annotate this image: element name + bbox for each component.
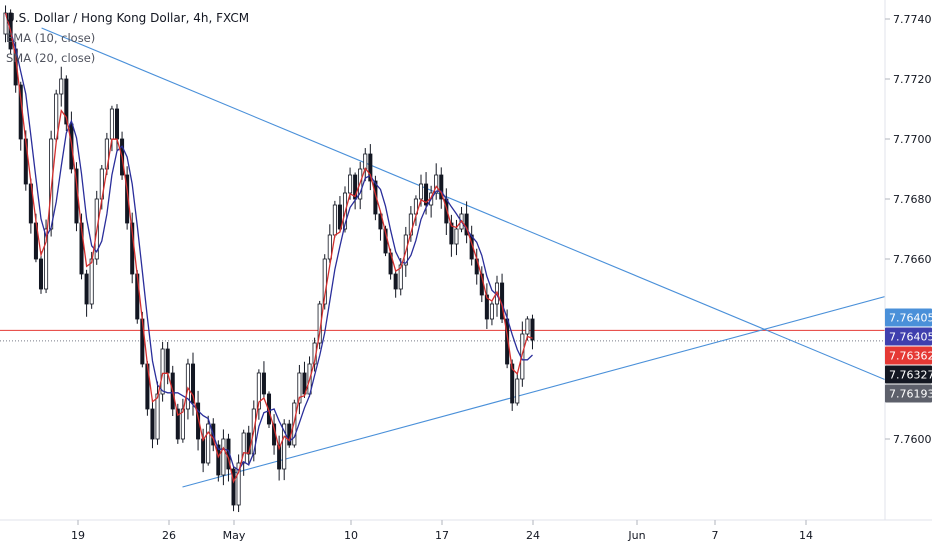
candle-body xyxy=(231,468,236,506)
candle-body xyxy=(277,444,282,470)
indicator-ema-label[interactable]: EMA (10, close) xyxy=(6,31,95,45)
candle-body xyxy=(398,264,403,290)
candle-body xyxy=(221,438,226,476)
candle-body xyxy=(216,444,221,476)
price-tag-label: 7.76405 xyxy=(889,312,932,325)
candle-body xyxy=(484,294,489,320)
horizontal-lines xyxy=(0,329,885,342)
candle-body xyxy=(236,462,241,506)
time-tick-label: 17 xyxy=(435,529,449,542)
price-axis-labels: 7.77400 7.77200 7.77000 7.76800 7.76600 7.760… xyxy=(885,13,932,446)
price-tag-bg xyxy=(885,308,932,327)
trendlines[interactable] xyxy=(41,27,892,488)
moving-averages xyxy=(4,12,533,484)
ascending-trendline[interactable] xyxy=(182,294,891,488)
candle-body xyxy=(434,174,439,194)
candle-body xyxy=(256,372,261,410)
time-axis[interactable] xyxy=(0,520,932,550)
candle-body xyxy=(525,318,530,335)
candle-body xyxy=(201,438,206,464)
candle-body xyxy=(261,372,266,395)
candle-body xyxy=(196,402,201,440)
price-tag-label: 7.76327 xyxy=(889,369,932,382)
candle-body xyxy=(38,258,44,290)
candle-body xyxy=(190,363,196,404)
time-tick-label: 10 xyxy=(344,529,358,542)
candle-body xyxy=(64,78,69,125)
candle-body xyxy=(439,174,444,200)
time-tick-label: May xyxy=(223,529,246,542)
candle-body xyxy=(510,363,515,404)
price-tag-ema: 7.76362 xyxy=(885,346,932,365)
price-tag-label: 7.76193 xyxy=(889,388,932,401)
candle-body xyxy=(114,108,120,140)
symbol-title[interactable]: U.S. Dollar / Hong Kong Dollar, 4h, FXCM xyxy=(6,11,249,25)
time-tick-label: 7 xyxy=(712,529,719,542)
price-tags: 7.76405 7.76405 7.76362 7.76327 7.76193 xyxy=(885,308,932,403)
candle-body xyxy=(373,180,378,215)
price-tick-label: 7.76800 xyxy=(893,193,932,206)
price-tag-bg xyxy=(885,384,932,403)
price-tick-label: 7.76600 xyxy=(893,253,932,266)
candle-body xyxy=(348,174,353,194)
price-tag-sma: 7.76405 xyxy=(885,327,932,346)
price-tag-bg xyxy=(885,346,932,365)
time-tick-label: Jun xyxy=(627,529,645,542)
candle-body xyxy=(332,204,337,236)
price-tick-label: 7.77000 xyxy=(893,133,932,146)
candle-body xyxy=(150,408,155,440)
price-tag-last: 7.76327 xyxy=(885,365,932,384)
candle-body xyxy=(89,258,94,305)
candlesticks xyxy=(3,5,535,513)
time-tick-label: 24 xyxy=(526,529,540,542)
candle-body xyxy=(418,183,424,200)
time-tick-label: 14 xyxy=(799,529,813,542)
candle-body xyxy=(175,408,180,440)
candle-body xyxy=(393,273,398,290)
price-tick-label: 7.77200 xyxy=(893,73,932,86)
candle-body xyxy=(322,258,327,305)
time-tick-label: 26 xyxy=(162,529,176,542)
candle-body xyxy=(368,153,373,182)
candle-body xyxy=(282,423,287,470)
candle-body xyxy=(165,348,170,374)
price-tag-label: 7.76362 xyxy=(889,350,932,363)
candle-body xyxy=(160,348,165,395)
price-tag-bg xyxy=(885,327,932,346)
candle-body xyxy=(180,408,185,440)
candle-body xyxy=(297,372,302,404)
candle-body xyxy=(327,234,332,260)
candle-body xyxy=(266,393,272,425)
candle-body xyxy=(109,108,114,140)
candle-body xyxy=(363,153,368,170)
candle-body xyxy=(185,363,190,410)
candle-body xyxy=(449,222,454,245)
candle-body xyxy=(530,318,535,341)
candle-body xyxy=(515,378,520,404)
candle-body xyxy=(84,273,89,305)
candle-body xyxy=(353,174,358,200)
candle-body xyxy=(44,228,49,290)
candle-body xyxy=(155,393,160,440)
time-axis-labels: 19 26 May 10 17 24 Jun 7 14 xyxy=(71,520,813,542)
indicator-sma-label[interactable]: SMA (20, close) xyxy=(6,51,95,65)
price-axis[interactable] xyxy=(885,0,932,520)
price-tick-label: 7.76000 xyxy=(893,433,932,446)
candle-body xyxy=(337,204,342,230)
ema-line xyxy=(4,12,533,484)
candle-body xyxy=(424,183,429,206)
candle-body xyxy=(59,78,64,95)
price-tag-trend-low: 7.76193 xyxy=(885,384,932,403)
time-tick-label: 19 xyxy=(71,529,85,542)
chart-legend: U.S. Dollar / Hong Kong Dollar, 4h, FXCM… xyxy=(6,11,249,65)
price-tag-label: 7.76405 xyxy=(889,331,932,344)
candle-body xyxy=(206,423,211,464)
price-tag-trend: 7.76405 xyxy=(885,308,932,327)
price-tag-bg xyxy=(885,365,932,384)
candle-body xyxy=(489,303,494,320)
candle-body xyxy=(454,228,459,245)
price-tick-label: 7.77400 xyxy=(893,13,932,26)
